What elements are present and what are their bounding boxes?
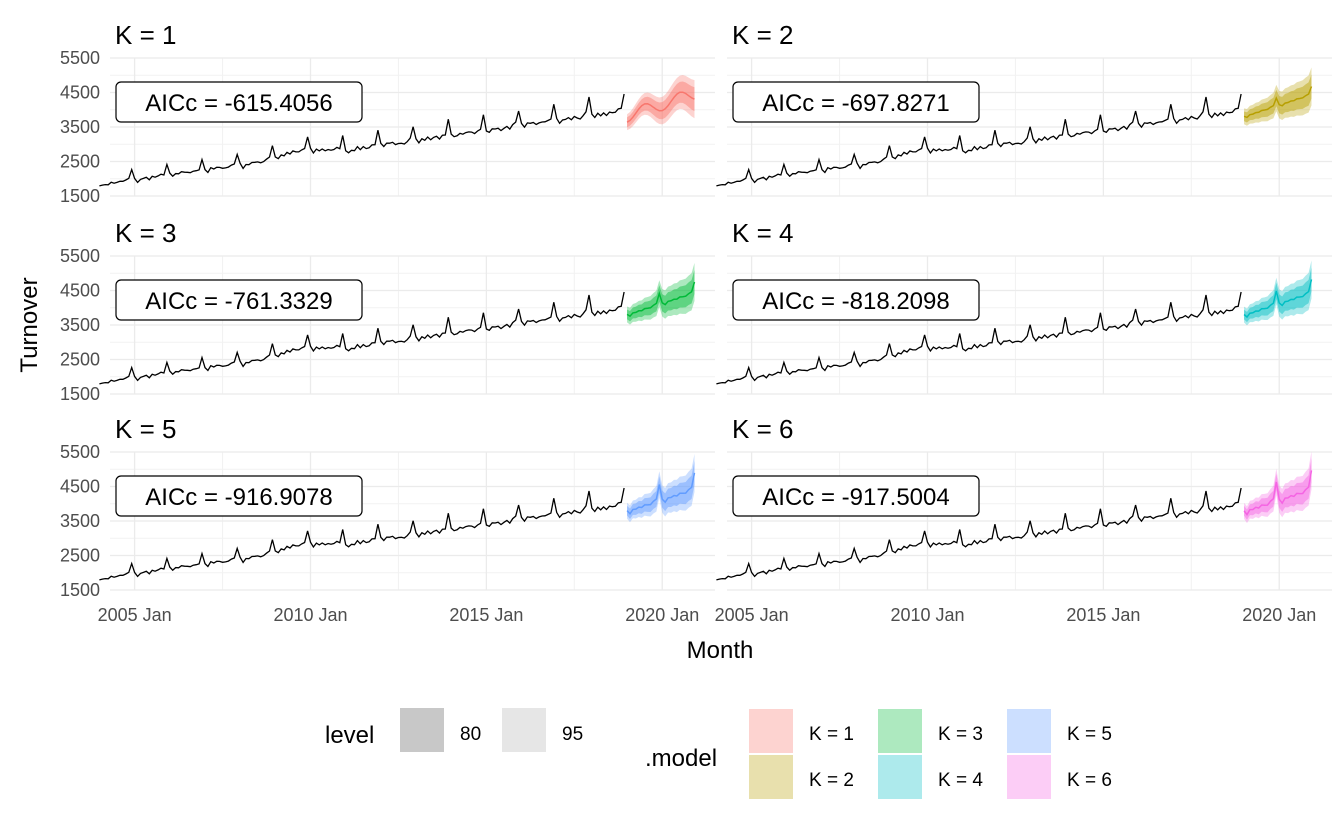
aicc-label-box bbox=[732, 475, 980, 517]
x-axis-label: Month bbox=[687, 637, 754, 664]
history-line bbox=[716, 487, 1242, 581]
history-line bbox=[716, 291, 1242, 385]
legend-label-level: 80 bbox=[460, 724, 481, 745]
y-tick-label: 1500 bbox=[60, 186, 100, 206]
legend-label-model: K = 4 bbox=[938, 770, 983, 791]
y-tick-label: 5500 bbox=[60, 442, 100, 462]
legend-label-level: 95 bbox=[562, 724, 583, 745]
legend-key-model bbox=[878, 755, 922, 799]
aicc-label-text: AICc = -916.9078 bbox=[145, 484, 332, 511]
aicc-label: AICc = -761.3329 bbox=[115, 279, 363, 321]
forecast-interval-95 bbox=[627, 75, 695, 131]
legend-key-level bbox=[400, 708, 444, 752]
history-line bbox=[716, 93, 1242, 187]
forecast-mean-line bbox=[1243, 279, 1313, 319]
legend-label-model: K = 6 bbox=[1067, 770, 1112, 791]
aicc-label-box bbox=[732, 279, 980, 321]
forecast-mean-line bbox=[626, 472, 696, 516]
legend-label-model: K = 3 bbox=[938, 724, 983, 745]
facet-panels: K = 1 1500 2500 3500 4500 5500 AICc = -615.405… bbox=[60, 20, 1332, 625]
legend-key-level bbox=[502, 708, 546, 752]
facet-panel-1: K = 1 1500 2500 3500 4500 5500 AICc = -615.405… bbox=[60, 20, 715, 206]
facet-panel-3: K = 3 1500 2500 3500 4500 5500 AICc = -761.332… bbox=[60, 218, 715, 404]
aicc-label-text: AICc = -761.3329 bbox=[145, 288, 332, 315]
aicc-label-text: AICc = -818.2098 bbox=[762, 288, 949, 315]
aicc-label: AICc = -916.9078 bbox=[115, 475, 363, 517]
y-tick-label: 3500 bbox=[60, 315, 100, 335]
facet-panel-4: K = 4 AICc = -818.2098 bbox=[716, 218, 1332, 395]
y-tick-label: 1500 bbox=[60, 580, 100, 600]
facet-title: K = 1 bbox=[115, 20, 176, 50]
legend-key-model bbox=[878, 709, 922, 753]
facet-title: K = 6 bbox=[732, 414, 793, 444]
legend: level 80 95 .model K = 1 K = 2 K = 3 K = 4 K = 5… bbox=[325, 708, 1112, 799]
y-tick-label: 2500 bbox=[60, 546, 100, 566]
aicc-label-box bbox=[115, 279, 363, 321]
facet-title: K = 2 bbox=[732, 20, 793, 50]
y-tick-label: 2500 bbox=[60, 350, 100, 370]
y-tick-label: 1500 bbox=[60, 384, 100, 404]
legend-key-model bbox=[1007, 755, 1051, 799]
aicc-label: AICc = -697.8271 bbox=[732, 81, 980, 123]
x-tick-label: 2020 Jan bbox=[1242, 605, 1316, 625]
facet-title: K = 3 bbox=[115, 218, 176, 248]
x-tick-label: 2010 Jan bbox=[273, 605, 347, 625]
forecast-mean-line bbox=[1243, 470, 1313, 516]
history-line bbox=[99, 291, 625, 385]
aicc-label-box bbox=[115, 475, 363, 517]
y-tick-label: 5500 bbox=[60, 246, 100, 266]
y-tick-label: 3500 bbox=[60, 117, 100, 137]
facet-title: K = 5 bbox=[115, 414, 176, 444]
legend-label-model: K = 5 bbox=[1067, 724, 1112, 745]
y-tick-label: 5500 bbox=[60, 48, 100, 68]
forecast-mean-line bbox=[626, 91, 695, 123]
legend-title-level: level bbox=[325, 722, 374, 749]
x-tick-label: 2015 Jan bbox=[1066, 605, 1140, 625]
facet-panel-2: K = 2 AICc = -697.8271 bbox=[716, 20, 1332, 197]
aicc-label-box bbox=[115, 81, 363, 123]
x-tick-label: 2010 Jan bbox=[890, 605, 964, 625]
x-tick-label: 2015 Jan bbox=[449, 605, 523, 625]
forecast-mean-line bbox=[1243, 86, 1313, 119]
history-line bbox=[99, 93, 625, 187]
aicc-label-text: AICc = -697.8271 bbox=[762, 90, 949, 117]
y-tick-label: 4500 bbox=[60, 281, 100, 301]
y-axis-label: Turnover bbox=[16, 277, 43, 372]
aicc-label: AICc = -615.4056 bbox=[115, 81, 363, 123]
y-tick-label: 2500 bbox=[60, 152, 100, 172]
y-tick-label: 3500 bbox=[60, 511, 100, 531]
y-tick-label: 4500 bbox=[60, 477, 100, 497]
facet-panel-5: K = 5 1500 2500 3500 4500 5500 2005 Jan 2010 Ja… bbox=[60, 414, 715, 625]
aicc-label: AICc = -917.5004 bbox=[732, 475, 980, 517]
y-tick-label: 4500 bbox=[60, 83, 100, 103]
x-tick-label: 2005 Jan bbox=[98, 605, 172, 625]
legend-key-model bbox=[1007, 709, 1051, 753]
facet-title: K = 4 bbox=[732, 218, 793, 248]
aicc-label: AICc = -818.2098 bbox=[732, 279, 980, 321]
aicc-label-text: AICc = -615.4056 bbox=[145, 90, 332, 117]
x-tick-label: 2020 Jan bbox=[625, 605, 699, 625]
legend-key-model bbox=[749, 755, 793, 799]
history-line bbox=[99, 487, 625, 581]
forecast-mean-line bbox=[626, 281, 696, 318]
legend-title-model: .model bbox=[645, 745, 717, 772]
aicc-label-text: AICc = -917.5004 bbox=[762, 484, 949, 511]
facet-panel-6: K = 6 2005 Jan 2010 Jan 2015 Jan 2020 Jan AIC… bbox=[715, 414, 1332, 625]
x-tick-label: 2005 Jan bbox=[715, 605, 789, 625]
legend-label-model: K = 2 bbox=[809, 770, 854, 791]
aicc-label-box bbox=[732, 81, 980, 123]
legend-label-model: K = 1 bbox=[809, 724, 854, 745]
legend-key-model bbox=[749, 709, 793, 753]
